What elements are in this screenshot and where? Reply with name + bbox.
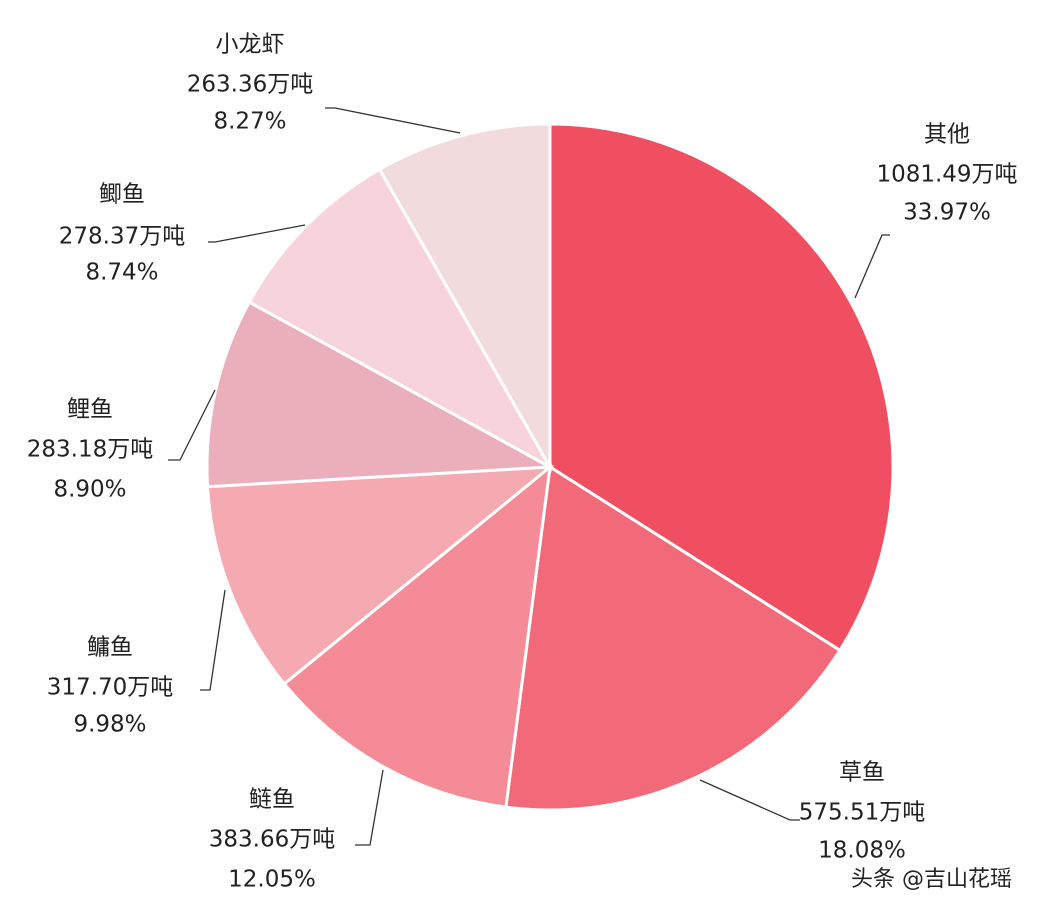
slice-label: 鳙鱼: [87, 635, 133, 661]
slice-label: 其他: [924, 122, 970, 148]
leader-line: [699, 779, 800, 821]
value-label: 575.51万吨: [799, 800, 925, 826]
leader-line: [325, 107, 461, 134]
value-label: 283.18万吨: [27, 437, 153, 463]
leader-line: [208, 224, 306, 243]
percent-label: 8.27%: [213, 109, 286, 135]
value-label: 317.70万吨: [47, 675, 173, 701]
slice-label: 草鱼: [839, 760, 885, 786]
pie-slice: [247, 167, 554, 471]
value-label: 383.66万吨: [209, 827, 335, 853]
percent-label: 9.98%: [73, 712, 146, 738]
watermark: 头条 @吉山花瑶: [851, 867, 1012, 892]
value-label: 263.36万吨: [187, 72, 313, 98]
percent-label: 12.05%: [228, 867, 316, 893]
percent-label: 18.08%: [818, 838, 906, 864]
pie-slice: [504, 464, 842, 812]
slice-label: 鲫鱼: [99, 182, 145, 208]
percent-label: 33.97%: [903, 200, 991, 226]
leader-line: [355, 769, 384, 846]
slice-label: 鲤鱼: [67, 397, 113, 423]
pie-slice: [205, 300, 556, 489]
percent-label: 8.74%: [85, 260, 158, 286]
pie-slice: [377, 122, 552, 473]
leader-line: [168, 389, 216, 461]
pie-slice: [205, 465, 555, 686]
leader-line: [854, 234, 890, 299]
pie-slice: [282, 463, 552, 809]
slice-label: 鲢鱼: [249, 787, 295, 813]
leader-line: [200, 589, 226, 691]
slice-label: 小龙虾: [216, 32, 285, 58]
percent-label: 8.90%: [53, 477, 126, 503]
pie-slice: [548, 122, 895, 653]
value-label: 278.37万吨: [59, 224, 185, 250]
value-label: 1081.49万吨: [876, 162, 1017, 188]
